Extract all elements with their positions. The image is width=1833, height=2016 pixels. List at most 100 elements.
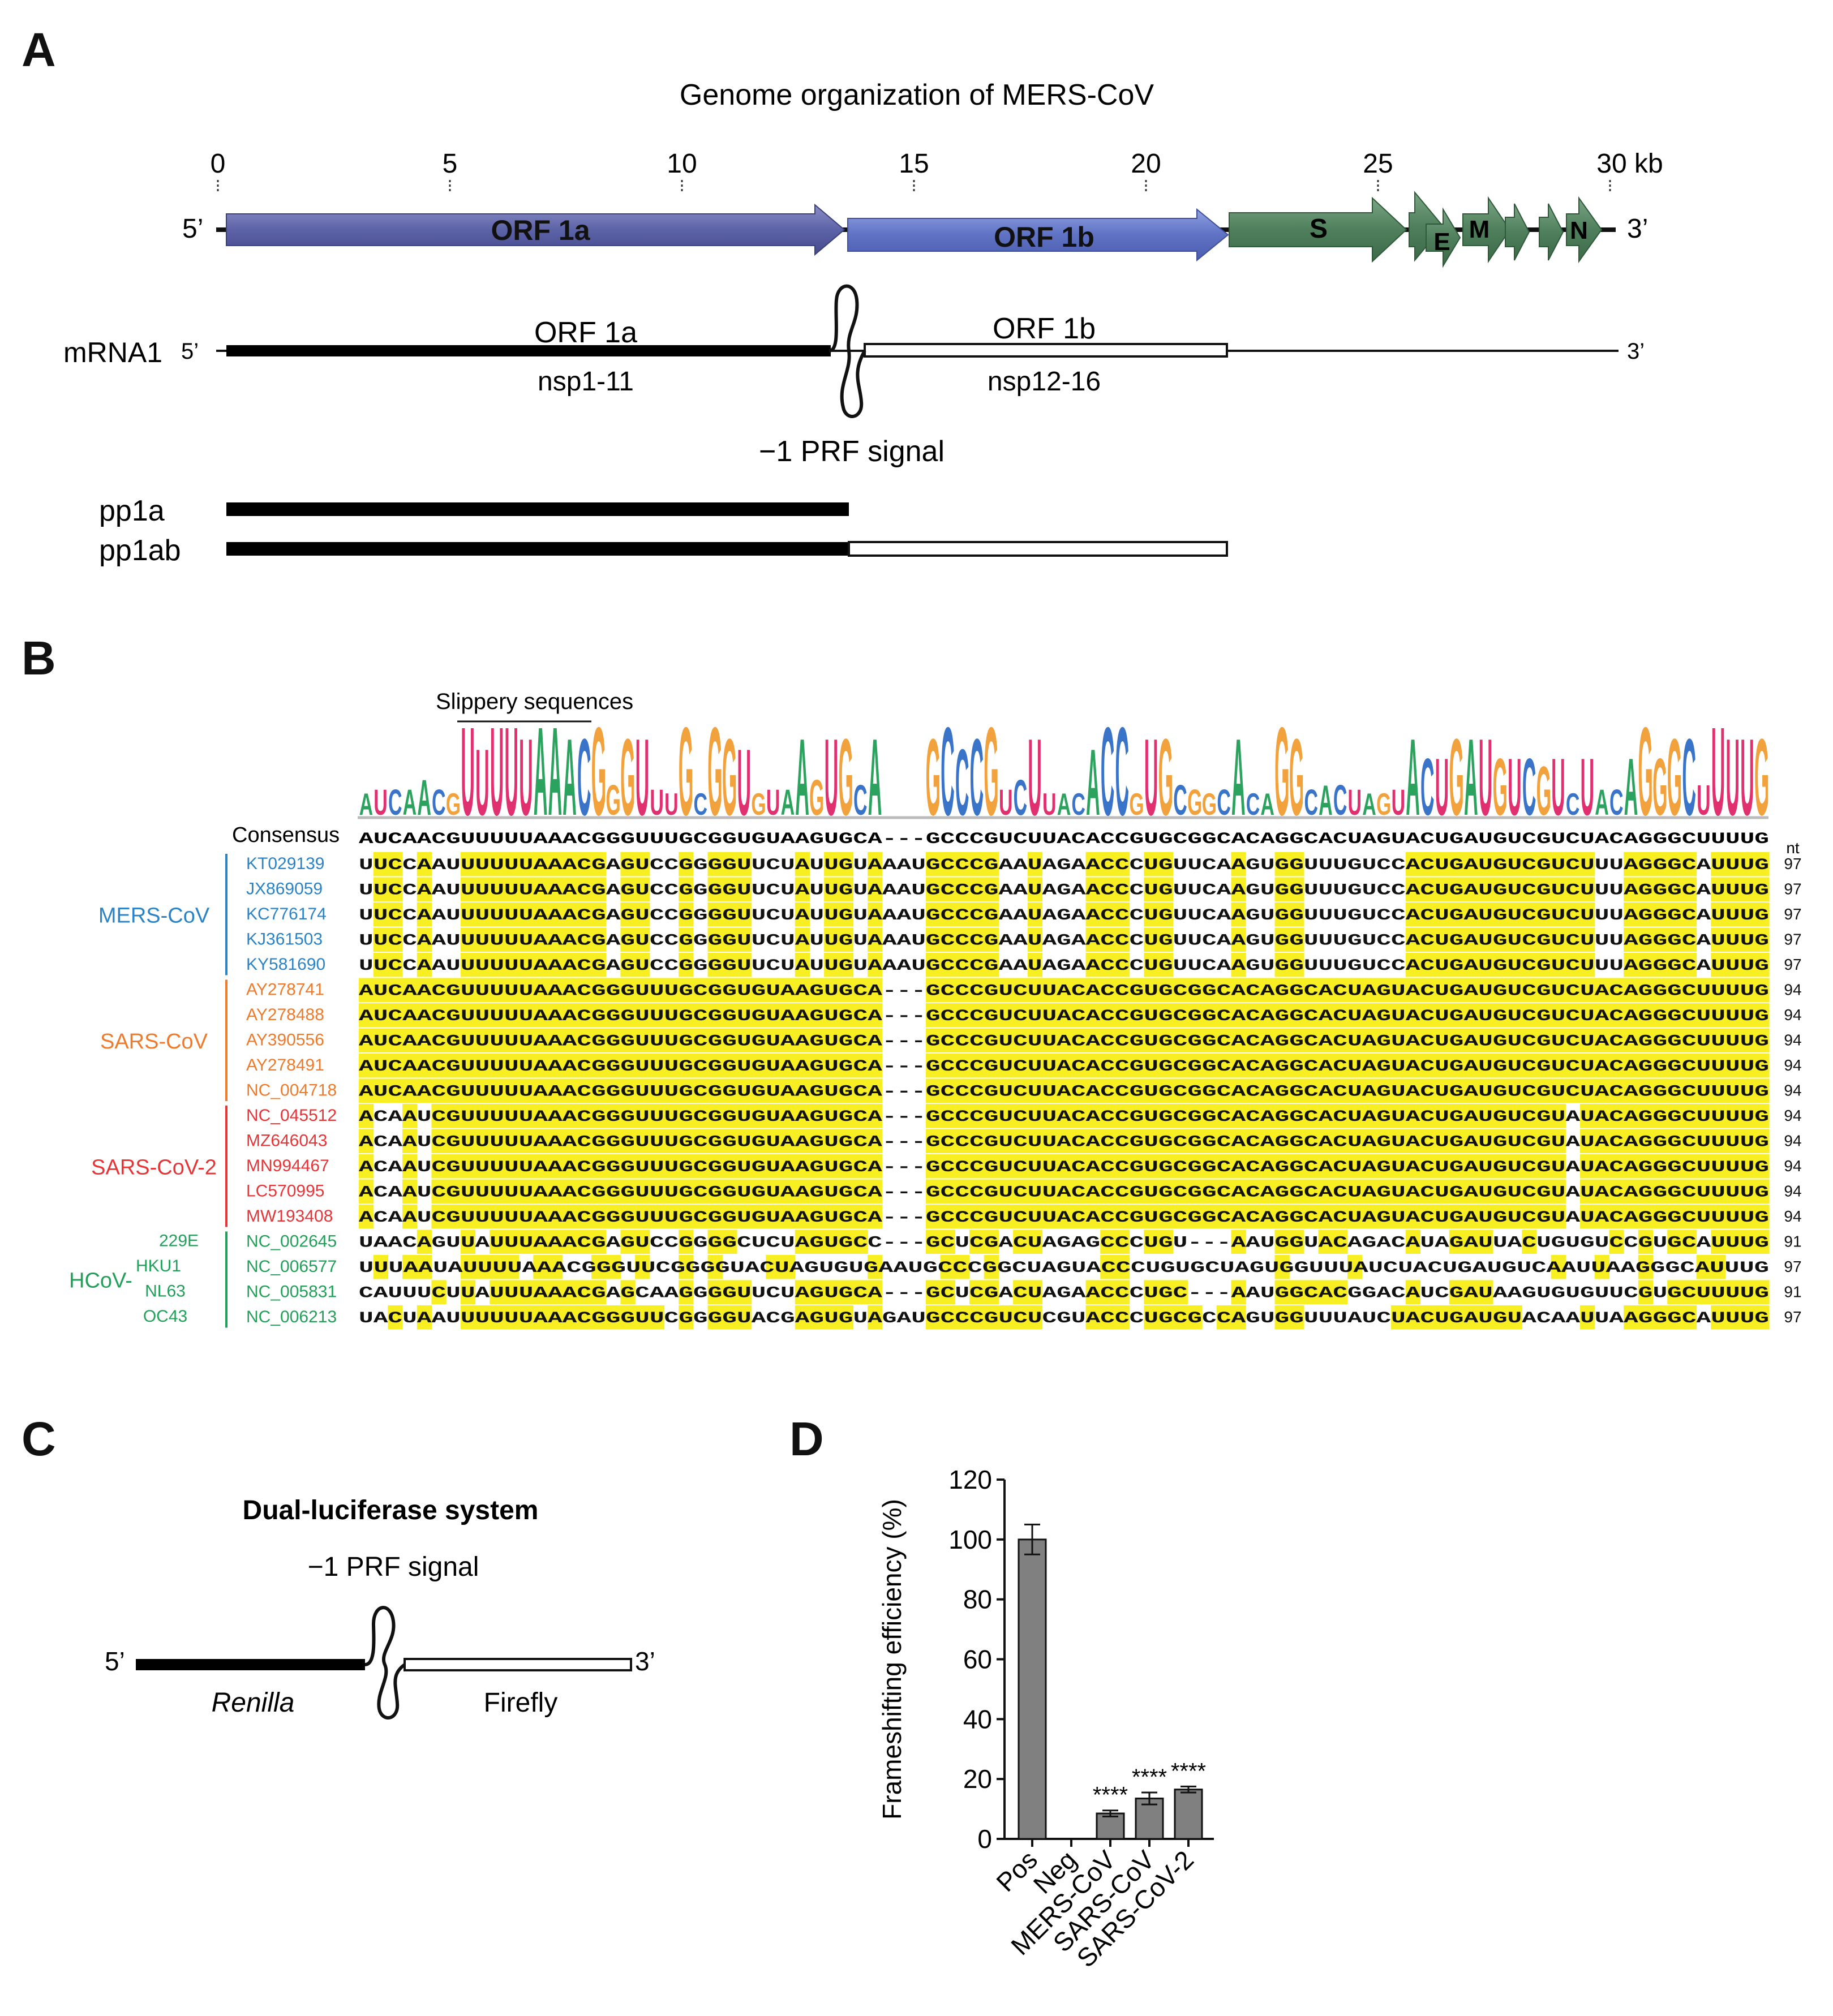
match-highlight <box>1100 852 1115 876</box>
match-highlight <box>925 1028 941 1052</box>
match-highlight <box>838 1104 854 1128</box>
match-highlight <box>998 1154 1014 1179</box>
match-highlight <box>1754 978 1770 1002</box>
match-highlight <box>1289 1179 1304 1203</box>
mrna1-label: mRNA1 <box>63 337 162 368</box>
match-highlight <box>984 1028 999 1052</box>
match-highlight <box>1246 1054 1261 1078</box>
logo-letter: A <box>1595 781 1609 822</box>
match-highlight <box>1362 978 1377 1002</box>
match-highlight <box>722 1129 737 1153</box>
match-highlight <box>518 927 534 952</box>
match-highlight <box>955 902 970 927</box>
match-highlight <box>1478 927 1493 952</box>
match-highlight <box>1522 1154 1537 1179</box>
match-highlight <box>533 1104 548 1128</box>
match-highlight <box>1057 1054 1072 1078</box>
match-highlight <box>1522 1104 1537 1128</box>
match-highlight <box>1391 1078 1406 1103</box>
match-highlight <box>1725 1154 1741 1179</box>
tick-15: 15 <box>899 149 929 179</box>
logo-letter: C <box>1609 781 1624 822</box>
match-highlight <box>838 1179 854 1203</box>
logo-letter: A <box>1231 717 1246 838</box>
match-highlight <box>955 953 970 977</box>
match-highlight <box>1551 1078 1566 1103</box>
match-highlight <box>1318 1179 1333 1203</box>
accession-id: NC_045512 <box>246 1106 337 1125</box>
match-highlight <box>1522 852 1537 876</box>
logo-letter: C <box>1420 742 1435 833</box>
logo-letter: U <box>1348 781 1362 822</box>
match-highlight <box>1754 1028 1770 1052</box>
panel-letter-a: A <box>22 23 56 76</box>
match-highlight <box>1609 1028 1624 1052</box>
match-highlight <box>868 1179 883 1203</box>
accession-id: MZ646043 <box>246 1132 327 1150</box>
match-highlight <box>1420 1179 1435 1203</box>
match-highlight <box>577 1154 592 1179</box>
match-highlight <box>1580 1129 1595 1153</box>
match-highlight <box>1318 1028 1333 1052</box>
match-highlight <box>1246 1028 1261 1052</box>
match-highlight <box>446 1205 461 1229</box>
match-highlight <box>824 953 839 977</box>
match-highlight <box>824 1054 839 1078</box>
aligned-sequence: UUCCAAUUUUUUAAACGAGUCCGGGGUUCUAUUGUAAAUG… <box>359 957 1769 975</box>
match-highlight <box>1435 852 1450 876</box>
match-highlight <box>635 852 650 876</box>
match-highlight <box>504 1003 520 1028</box>
match-highlight <box>1740 953 1755 977</box>
match-highlight <box>1507 953 1522 977</box>
match-highlight <box>1100 1179 1115 1203</box>
match-highlight <box>679 953 694 977</box>
tick-5: 5 <box>443 149 458 179</box>
match-highlight <box>460 1154 476 1179</box>
match-highlight <box>518 1078 534 1103</box>
match-highlight <box>1449 852 1465 876</box>
logo-letter: A <box>1362 787 1376 822</box>
match-highlight <box>1420 1003 1435 1028</box>
match-highlight <box>635 953 650 977</box>
group-label: MERS-CoV <box>98 904 210 927</box>
pp1a-label: pp1a <box>99 495 165 527</box>
match-highlight <box>766 1205 781 1229</box>
nt-length: 97 <box>1784 1308 1801 1326</box>
match-highlight <box>1754 902 1770 927</box>
match-highlight <box>1216 1129 1232 1153</box>
logo-letter: G <box>1289 717 1304 838</box>
match-highlight <box>1740 927 1755 952</box>
match-highlight <box>620 902 636 927</box>
hcov-sublabel: HKU1 <box>136 1257 181 1275</box>
match-highlight <box>1129 1078 1144 1103</box>
match-highlight <box>1347 1054 1363 1078</box>
match-highlight <box>1638 902 1654 927</box>
match-highlight <box>1303 978 1319 1002</box>
match-highlight <box>562 1078 577 1103</box>
match-highlight <box>1740 1104 1755 1128</box>
match-highlight <box>1740 1154 1755 1179</box>
match-highlight <box>1609 1154 1624 1179</box>
match-highlight <box>1376 1154 1392 1179</box>
match-highlight <box>969 1179 985 1203</box>
match-highlight <box>1274 1179 1290 1203</box>
logo-letter: U <box>1028 717 1042 838</box>
tick-20: 20 <box>1131 149 1161 179</box>
match-highlight <box>925 1003 941 1028</box>
match-highlight <box>591 1003 607 1028</box>
match-highlight <box>1158 978 1174 1002</box>
e-gene-label: E <box>1433 228 1450 256</box>
match-highlight <box>1042 1104 1057 1128</box>
match-highlight <box>577 877 592 901</box>
match-highlight <box>940 1154 955 1179</box>
match-highlight <box>635 1078 650 1103</box>
match-highlight <box>1362 1154 1377 1179</box>
match-highlight <box>431 1129 447 1153</box>
match-highlight <box>1303 1028 1319 1052</box>
match-highlight <box>1463 1003 1479 1028</box>
match-highlight <box>1114 1129 1130 1153</box>
aligned-sequence: AUCAACGUUUUUAAACGGGUUUGCGGUGUAAGUGCA---G… <box>359 1008 1769 1025</box>
match-highlight <box>1624 1104 1639 1128</box>
match-highlight <box>490 877 505 901</box>
match-highlight <box>795 1104 810 1128</box>
